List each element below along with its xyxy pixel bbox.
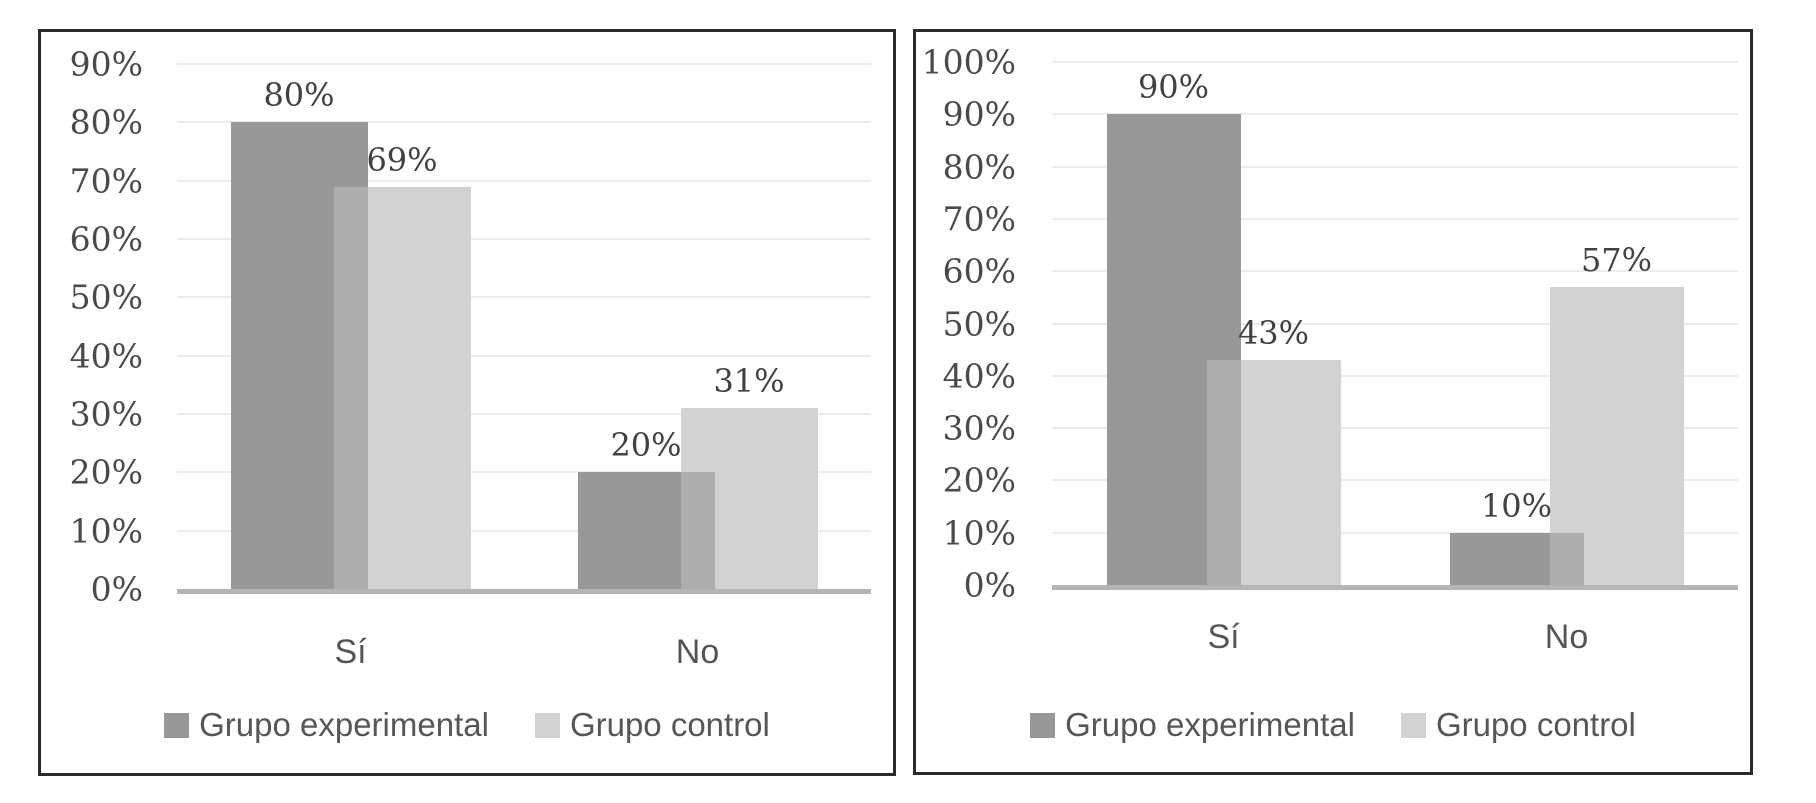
gridline [177, 354, 871, 357]
category-label: Sí [1207, 618, 1240, 656]
gridline [177, 471, 871, 474]
legend-item-experimental: Grupo experimental [1030, 706, 1355, 744]
legend-swatch [164, 712, 190, 738]
gridline [1052, 531, 1738, 534]
gridline [177, 296, 871, 299]
y-tick-label: 0% [963, 565, 1016, 605]
y-tick-label: 70% [942, 199, 1016, 239]
category-label: No [1544, 618, 1589, 656]
data-label-experimental: 90% [1137, 68, 1210, 107]
gridline [1052, 374, 1738, 377]
gridline [1052, 61, 1738, 63]
y-tick-label: 80% [69, 102, 143, 142]
gridline [177, 413, 871, 415]
data-label-experimental: 20% [610, 426, 682, 465]
data-label-control: 31% [713, 362, 785, 401]
category-label: No [675, 633, 720, 671]
gridline [177, 63, 871, 65]
bar-overlap-region [1206, 360, 1241, 585]
y-tick-label: 30% [69, 394, 143, 434]
gridline [177, 238, 871, 240]
gridline [177, 179, 871, 182]
legend-swatch [1030, 712, 1056, 738]
gridline [1052, 165, 1738, 168]
legend-item-control: Grupo control [1400, 706, 1636, 744]
y-tick-label: 70% [69, 161, 143, 201]
y-tick-label: 60% [942, 251, 1016, 291]
y-tick-label: 50% [69, 277, 143, 317]
gridline [1052, 217, 1738, 220]
legend-swatch [1400, 712, 1426, 738]
y-tick-label: 90% [942, 94, 1016, 134]
gridline [1052, 427, 1738, 430]
data-label-control: 57% [1580, 240, 1653, 279]
x-axis-line [1052, 585, 1738, 590]
y-tick-label: 30% [942, 408, 1016, 448]
bar-chart-left: 0% 10% 20% 30% 40% 50% 60% 70% 80% 90% 80% 69% Sí 20%… [41, 32, 893, 773]
y-tick-label: 90% [69, 44, 143, 84]
data-label-experimental: 10% [1480, 486, 1553, 525]
bar-overlap-region [333, 186, 368, 589]
data-label-control: 69% [366, 140, 438, 179]
y-tick-label: 0% [90, 569, 143, 609]
chart-panel-right: 0% 10% 20% 30% 40% 50% 60% 70% 80% 90% 100% 90% 43% S… [913, 29, 1753, 775]
category-label: Sí [334, 633, 367, 671]
legend-item-experimental: Grupo experimental [164, 706, 489, 744]
data-label-experimental: 80% [263, 76, 335, 115]
y-tick-label: 80% [942, 147, 1016, 187]
bar-overlap-region [680, 472, 715, 589]
y-tick-label: 100% [921, 42, 1016, 82]
y-tick-label: 10% [942, 513, 1016, 553]
legend-label: Grupo experimental [199, 706, 489, 743]
bar-overlap-region [1549, 532, 1584, 585]
legend-item-control: Grupo control [534, 706, 770, 744]
y-tick-label: 50% [942, 304, 1016, 343]
y-tick-label: 40% [942, 356, 1016, 396]
legend-swatch [534, 712, 560, 738]
legend-label: Grupo experimental [1065, 706, 1355, 743]
gridline [177, 529, 871, 532]
legend-label: Grupo control [1435, 706, 1636, 743]
bar-chart-right: 0% 10% 20% 30% 40% 50% 60% 70% 80% 90% 100% 90% 43% S… [916, 32, 1750, 772]
legend-label: Grupo control [569, 706, 770, 743]
y-tick-label: 10% [69, 511, 143, 551]
gridline [177, 121, 871, 124]
legend: Grupo experimental Grupo control [41, 706, 893, 744]
legend: Grupo experimental Grupo control [916, 706, 1750, 744]
y-tick-label: 20% [942, 460, 1016, 500]
gridline [1052, 270, 1738, 273]
x-axis-line [177, 589, 871, 594]
y-tick-label: 20% [69, 452, 143, 492]
gridline [1052, 479, 1738, 482]
y-tick-label: 40% [69, 336, 143, 376]
chart-panel-left: 0% 10% 20% 30% 40% 50% 60% 70% 80% 90% 80% 69% Sí 20%… [38, 29, 896, 776]
y-tick-label: 60% [69, 219, 143, 259]
gridline [1052, 113, 1738, 116]
gridline [1052, 322, 1738, 325]
data-label-control: 43% [1237, 314, 1310, 353]
